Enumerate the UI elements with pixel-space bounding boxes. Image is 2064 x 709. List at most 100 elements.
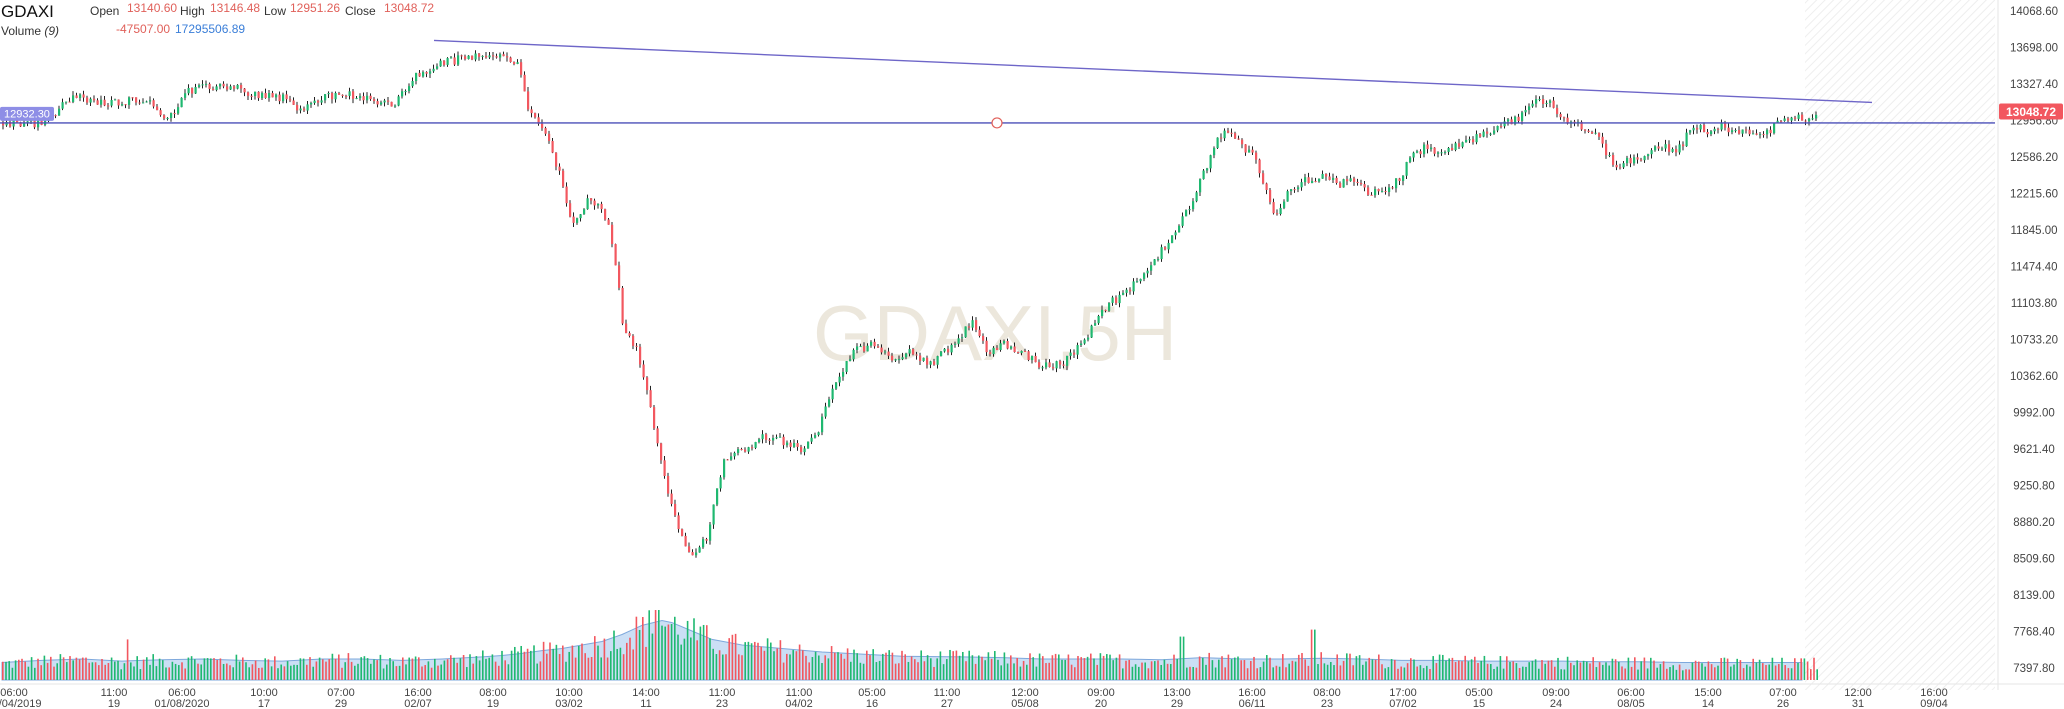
volume-bar [1637,669,1639,680]
volume-bar [1720,658,1722,680]
candle-body [884,351,887,353]
volume-bar [136,656,138,680]
candle-body [779,436,782,438]
volume-bar [178,665,180,680]
candle-body [429,71,432,74]
candle-body [145,101,148,103]
candle-body [1090,325,1093,338]
candle-body [366,95,369,101]
candle-body [1773,122,1776,134]
volume-bar [622,654,625,680]
volume-bar [43,655,46,680]
line-handle[interactable] [991,117,1003,129]
volume-bar [1016,658,1018,680]
candle-body [471,55,474,60]
volume-bar [891,652,894,680]
volume-bar [645,646,647,680]
volume-bar [786,653,788,680]
volume-bar [1490,664,1492,680]
trendline[interactable] [433,39,1873,104]
candle-body [1633,157,1636,164]
x-tick-date: 16 [866,698,878,709]
candle-body [450,57,453,59]
volume-bar [670,623,673,680]
candle-body [394,105,397,107]
volume-bar [200,664,202,680]
candle-body [117,99,120,106]
x-tick-time: 11:00 [934,687,961,699]
candle-body [1647,154,1650,157]
candle-body [562,170,565,187]
volume-bar [936,658,938,680]
candle-body [1181,216,1184,226]
volume-bar [843,658,846,680]
candle-body [1290,189,1293,192]
volume-bar [280,664,282,680]
candle-body [1566,117,1569,124]
candle-body [1335,177,1338,183]
candle-body [1136,281,1139,283]
volume-bar [571,645,574,680]
candle-body [1076,345,1079,355]
volume-bar [1102,655,1105,680]
volume-bar [1541,660,1543,680]
candle-body [936,356,939,365]
volume-bar [853,649,855,680]
candle-body [1500,125,1503,127]
x-tick-date: 02/07 [404,698,432,709]
volume-bar [952,651,954,680]
volume-bar [1035,666,1038,680]
candle-body [961,337,964,339]
candle-body [1650,150,1653,155]
volume-bar [1755,662,1758,680]
candle-body [173,113,176,115]
volume-bar [562,645,564,680]
candle-body [1472,139,1475,143]
volume-bar [437,665,439,680]
volume-bar [520,645,522,680]
volume-bar [766,638,769,680]
candle-body [1724,122,1727,128]
volume-bar [1362,664,1364,680]
candle-body [1629,157,1632,164]
volume-bar [1112,660,1114,680]
volume-bar [677,634,679,680]
candle-body [1731,130,1734,133]
volume-bar [1451,657,1454,680]
volume-bar [1278,666,1281,680]
volume-bar [152,654,154,680]
volume-bar [811,657,814,680]
volume-bar [1154,661,1156,680]
candle-body [1769,129,1772,134]
volume-bar [1115,657,1118,680]
candle-body [1521,112,1524,121]
candle-body [555,152,558,167]
candle-body [1447,147,1450,152]
candle-body [212,88,215,91]
volume-bar [1784,665,1786,680]
volume-bar [181,662,183,680]
candle-body [698,547,701,553]
candle-body [1808,118,1811,122]
candle-body [824,406,827,417]
candle-body [1580,121,1583,130]
candle-body [243,88,246,93]
candle-body [72,95,75,102]
candle-body [957,338,960,344]
volume-bar [1077,655,1079,680]
candle-body [222,83,225,87]
volume-bar [370,663,372,680]
candle-body [341,94,344,96]
volume-bar [747,641,750,680]
candle-body [1237,138,1240,140]
candle-body [667,475,670,494]
candle-body [1321,173,1324,179]
candle-body [534,113,537,118]
volume-bar [1214,667,1217,680]
volume-bar [126,639,129,680]
volume-bar [942,664,945,680]
candle-body [586,198,589,210]
candle-body [782,436,785,446]
